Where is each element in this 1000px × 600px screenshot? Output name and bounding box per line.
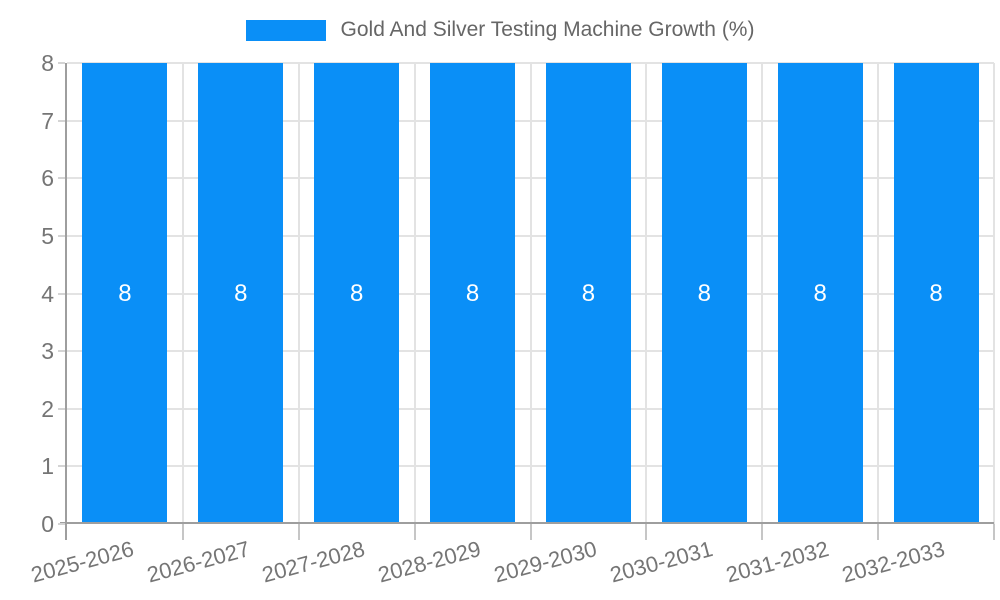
x-tick-mark [181,524,184,540]
gridline-vertical [645,63,648,524]
gridline-vertical [877,63,880,524]
x-tick-label: 2031-2032 [723,536,832,588]
x-tick-label: 2032-2033 [839,536,948,588]
y-tick-mark [58,119,65,122]
y-tick-mark [58,234,65,237]
bar[interactable]: 8 [198,63,284,524]
x-tick-label: 2028-2029 [375,536,484,588]
bar[interactable]: 8 [893,63,979,524]
y-tick-mark [58,350,65,353]
y-tick-mark [58,465,65,468]
y-tick-label: 4 [41,280,54,307]
bar-value-label: 8 [581,279,596,307]
y-tick-mark [58,177,65,180]
bar[interactable]: 8 [82,63,168,524]
bar-value-label: 8 [118,279,132,307]
y-tick-mark [58,62,65,64]
bar[interactable]: 8 [661,63,747,524]
legend-item[interactable]: Gold And Silver Testing Machine Growth (… [245,18,755,42]
y-tick-mark [58,523,65,525]
gridline-vertical [761,63,764,524]
gridline-vertical [529,63,532,524]
y-tick-label: 3 [41,338,54,365]
bar[interactable]: 8 [314,63,400,524]
y-tick-label: 0 [41,511,54,537]
y-tick-label: 1 [41,453,54,480]
bar-value-label: 8 [813,279,827,307]
y-tick-label: 5 [41,222,54,249]
bar[interactable]: 8 [777,63,863,524]
plot-area: 8 8 8 8 8 8 8 8 [67,62,995,524]
bar[interactable]: 8 [545,63,631,524]
bar-value-label: 8 [234,279,248,307]
y-tick-label: 7 [41,107,54,134]
x-tick-mark [297,524,300,540]
bar-value-label: 8 [929,279,943,307]
bar-value-label: 8 [697,279,711,307]
y-tick-label: 8 [41,50,54,76]
x-tick-mark [645,524,648,540]
x-axis-line [60,522,994,524]
x-tick-mark [413,524,416,540]
y-tick-mark [58,407,65,410]
y-tick-label: 6 [41,165,54,192]
bar[interactable]: 8 [430,63,516,524]
y-tick-mark [58,292,65,295]
gridline-vertical [181,63,184,524]
bar-value-label: 8 [465,279,480,307]
x-tick-mark [877,524,880,540]
bar-value-label: 8 [350,279,364,307]
x-tick-label: 2026-2027 [143,536,253,588]
gridline-vertical [993,63,995,524]
x-tick-label: 2027-2028 [259,536,368,588]
y-tick-label: 2 [41,395,54,422]
x-tick-label: 2030-2031 [607,536,716,588]
x-tick-mark [529,524,532,540]
x-tick-label: 2029-2030 [491,536,600,588]
x-tick-mark [761,524,764,540]
x-tick-label: 2025-2026 [28,536,137,588]
y-axis-line [65,63,67,540]
legend-swatch-icon [245,19,326,41]
legend-label: Gold And Silver Testing Machine Growth (… [340,18,755,41]
x-tick-mark [993,524,995,540]
legend: Gold And Silver Testing Machine Growth (… [0,18,1000,42]
gridline-vertical [413,63,416,524]
gridline-vertical [297,63,300,524]
